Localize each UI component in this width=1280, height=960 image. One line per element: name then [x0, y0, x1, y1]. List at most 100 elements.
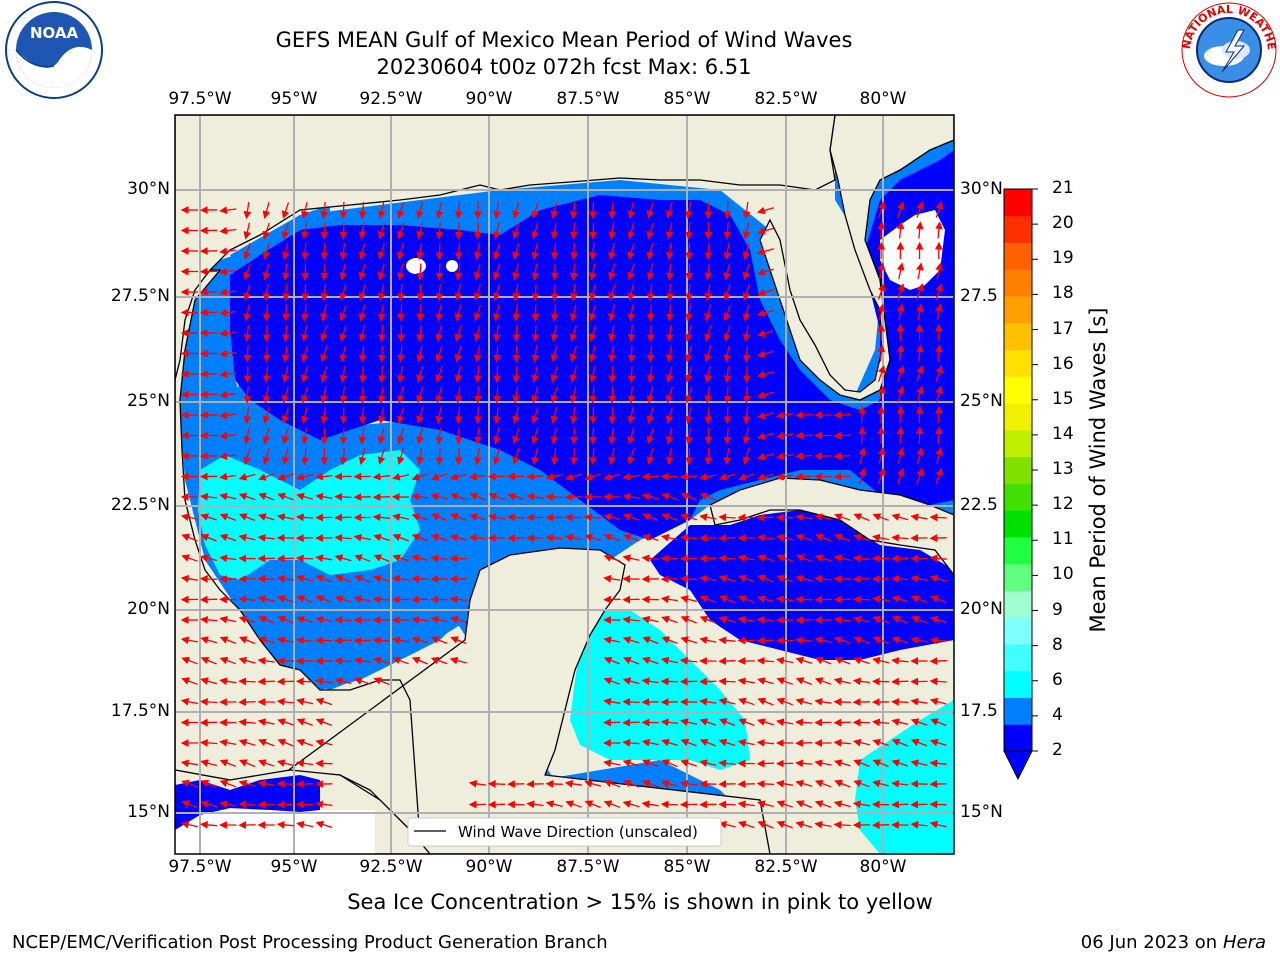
wind-wave-arrow: [320, 284, 329, 302]
wind-wave-arrow: [416, 202, 424, 219]
wind-wave-arrow: [281, 263, 290, 281]
wind-wave-arrow: [512, 304, 521, 322]
wind-wave-arrow: [877, 221, 886, 239]
wind-wave-arrow: [454, 406, 463, 425]
wind-wave-arrow: [699, 472, 717, 481]
wind-wave-arrow: [665, 366, 674, 383]
wind-wave-arrow: [531, 407, 539, 424]
wind-wave-arrow: [896, 303, 905, 321]
wind-wave-arrow: [454, 304, 463, 322]
colorbar-title: Mean Period of Wind Waves [s]: [1086, 307, 1110, 633]
wind-wave-arrow: [238, 513, 256, 522]
wind-wave-arrow: [661, 759, 678, 768]
wind-wave-arrow: [742, 325, 751, 343]
colorbar-tick-label: 21: [1052, 178, 1074, 198]
wind-wave-arrow: [704, 222, 713, 240]
wind-wave-arrow: [834, 533, 851, 542]
wind-wave-arrow: [392, 473, 410, 481]
wind-wave-arrow: [896, 262, 905, 280]
colorbar-tick-label: 8: [1052, 634, 1063, 655]
wind-wave-arrow: [377, 284, 386, 302]
wind-wave-arrow: [377, 448, 386, 465]
wind-wave-arrow: [435, 222, 444, 240]
wind-wave-arrow: [238, 533, 256, 542]
wind-wave-arrow: [608, 448, 616, 466]
wind-wave-arrow: [584, 800, 601, 809]
wind-wave-arrow: [910, 574, 928, 583]
wind-wave-arrow: [474, 406, 482, 425]
wind-wave-arrow: [531, 304, 540, 322]
wind-wave-arrow: [416, 448, 425, 466]
wind-wave-arrow: [871, 800, 890, 809]
wind-wave-arrow: [238, 656, 256, 665]
wind-wave-arrow: [377, 386, 386, 404]
wind-wave-arrow: [219, 492, 237, 501]
wind-wave-arrow: [776, 697, 793, 706]
colorbar-extend-triangle: [1003, 750, 1033, 781]
wind-wave-arrow: [493, 427, 501, 445]
wind-wave-arrow: [493, 222, 501, 240]
wind-wave-arrow: [737, 800, 755, 809]
footer-timestamp: 06 Jun 2023 on Hera: [1081, 932, 1266, 953]
wind-wave-arrow: [339, 304, 347, 322]
wind-wave-arrow: [295, 534, 314, 542]
wind-wave-arrow: [454, 325, 463, 342]
wind-wave-arrow: [339, 284, 347, 301]
wind-wave-arrow: [320, 242, 329, 261]
wind-wave-arrow: [858, 467, 867, 485]
wind-wave-arrow: [449, 473, 467, 481]
wind-wave-arrow: [487, 800, 506, 809]
wind-wave-arrow: [473, 304, 482, 322]
wind-wave-arrow: [891, 718, 909, 726]
wind-wave-arrow: [526, 492, 544, 501]
wind-wave-arrow: [454, 263, 463, 281]
wind-wave-arrow: [219, 800, 237, 809]
wind-wave-arrow: [795, 697, 813, 706]
wind-wave-arrow: [685, 366, 693, 383]
wind-wave-arrow: [564, 533, 582, 542]
wind-wave-arrow: [665, 243, 674, 261]
wind-wave-arrow: [795, 616, 813, 624]
wind-wave-arrow: [718, 636, 736, 645]
wind-wave-arrow: [935, 283, 943, 300]
wind-wave-arrow: [301, 242, 309, 261]
wind-wave-arrow: [738, 595, 755, 603]
wind-wave-arrow: [910, 759, 928, 767]
wind-wave-arrow: [891, 677, 909, 686]
wind-wave-arrow: [454, 366, 463, 384]
wind-wave-arrow: [685, 447, 694, 466]
wind-wave-arrow: [718, 534, 736, 542]
wind-wave-arrow: [569, 304, 578, 322]
wind-wave-arrow: [795, 636, 813, 645]
wind-wave-arrow: [589, 406, 598, 425]
wind-wave-arrow: [680, 492, 697, 501]
wind-wave-arrow: [833, 759, 851, 767]
wind-wave-arrow: [718, 718, 736, 727]
wind-wave-arrow: [238, 595, 256, 604]
wind-wave-arrow: [199, 820, 218, 829]
wind-wave-arrow: [281, 448, 290, 466]
wind-wave-arrow: [608, 304, 616, 322]
colorbar-segment: [1004, 403, 1032, 431]
sea-ice-note: Sea Ice Concentration > 15% is shown in …: [0, 890, 1280, 914]
wind-wave-arrow: [334, 513, 352, 522]
wind-wave-arrow: [603, 800, 621, 808]
wind-wave-arrow: [685, 407, 693, 425]
wind-wave-arrow: [238, 718, 256, 727]
wind-wave-arrow: [296, 759, 314, 768]
wind-wave-arrow: [454, 222, 463, 240]
wind-wave-arrow: [416, 263, 425, 281]
wind-wave-arrow: [742, 243, 751, 260]
wind-wave-arrow: [430, 656, 448, 665]
wind-wave-arrow: [742, 345, 751, 363]
wind-wave-arrow: [411, 575, 429, 583]
wind-wave-arrow: [315, 800, 333, 809]
wind-wave-arrow: [473, 365, 482, 384]
wind-wave-arrow: [776, 574, 793, 583]
wind-wave-arrow: [738, 697, 755, 706]
wind-wave-arrow: [627, 427, 635, 445]
wind-wave-arrow: [550, 427, 559, 445]
wind-wave-arrow: [281, 366, 290, 384]
wind-wave-arrow: [358, 365, 367, 384]
